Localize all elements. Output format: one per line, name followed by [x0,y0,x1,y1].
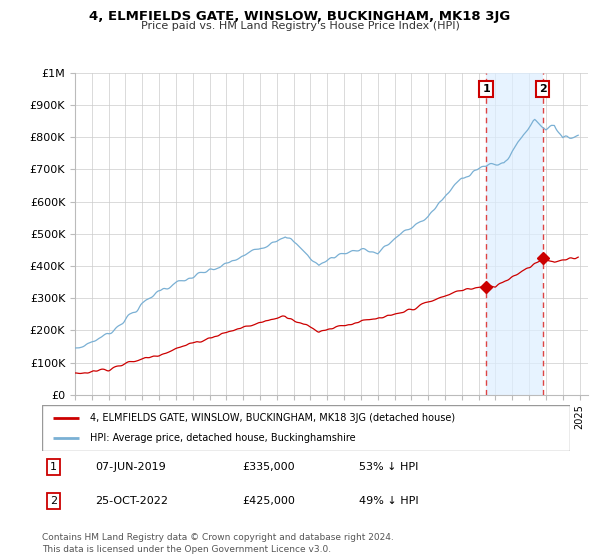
Text: Contains HM Land Registry data © Crown copyright and database right 2024.
This d: Contains HM Land Registry data © Crown c… [42,533,394,554]
Text: HPI: Average price, detached house, Buckinghamshire: HPI: Average price, detached house, Buck… [89,433,355,443]
Text: 07-JUN-2019: 07-JUN-2019 [95,462,166,472]
Bar [486,73,543,395]
Text: 4, ELMFIELDS GATE, WINSLOW, BUCKINGHAM, MK18 3JG (detached house): 4, ELMFIELDS GATE, WINSLOW, BUCKINGHAM, … [89,413,455,423]
Text: Price paid vs. HM Land Registry's House Price Index (HPI): Price paid vs. HM Land Registry's House … [140,21,460,31]
Text: £425,000: £425,000 [242,496,296,506]
Text: 2: 2 [50,496,57,506]
Text: 4, ELMFIELDS GATE, WINSLOW, BUCKINGHAM, MK18 3JG: 4, ELMFIELDS GATE, WINSLOW, BUCKINGHAM, … [89,10,511,23]
Text: 1: 1 [482,84,490,94]
Text: £335,000: £335,000 [242,462,295,472]
Text: 53% ↓ HPI: 53% ↓ HPI [359,462,418,472]
Text: 49% ↓ HPI: 49% ↓ HPI [359,496,418,506]
Text: 2: 2 [539,84,547,94]
Text: 25-OCT-2022: 25-OCT-2022 [95,496,168,506]
Text: 1: 1 [50,462,57,472]
